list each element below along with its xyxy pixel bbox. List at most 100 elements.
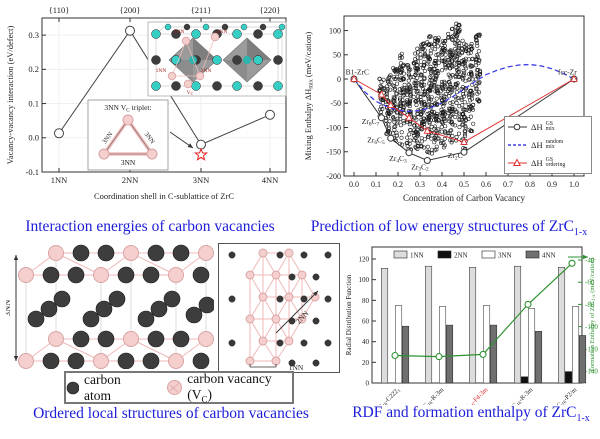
bar-3NN (483, 305, 491, 384)
mixing-legend: ΔH GS mix ΔH random mix ΔH GS ordering (504, 116, 592, 174)
structure-point (415, 134, 420, 139)
ordering-line-icon (508, 158, 527, 166)
structure-point (453, 115, 458, 120)
structure-point (414, 103, 419, 108)
structure-point (380, 86, 385, 91)
structure-point (428, 74, 433, 79)
structure-point (467, 94, 472, 99)
bar-1NN (381, 268, 389, 384)
structure-point (440, 82, 445, 87)
structure-point (400, 68, 405, 73)
carbon-atom (185, 306, 203, 324)
structure-point (423, 51, 428, 56)
carbon-atom (117, 352, 135, 369)
structure-point (422, 69, 427, 74)
structure-point (415, 46, 420, 51)
vacancy-site (284, 336, 294, 346)
structure-point (477, 58, 482, 63)
structure-point (422, 59, 427, 64)
structure-point (415, 50, 420, 55)
vacancy-site (284, 292, 294, 302)
structure-point (381, 86, 386, 91)
inset-4nn-label: 4NN (217, 29, 228, 35)
structure-point (401, 119, 406, 124)
y-tick-label: -0.1 (26, 167, 39, 177)
structure-point (427, 116, 432, 121)
structure-point (436, 91, 441, 96)
structure-point (425, 116, 430, 121)
bar-4NN (446, 324, 454, 384)
vacancy-site (146, 148, 158, 160)
structure-point (455, 56, 460, 61)
structure-point (475, 43, 480, 48)
enthalpy-point (524, 300, 532, 308)
y-tick-label: 100 (359, 276, 370, 284)
structure-point (401, 121, 406, 126)
zirconium-atom (191, 81, 201, 91)
carbon-atom (259, 23, 267, 31)
vacancy-site (271, 314, 281, 324)
structure-point (434, 147, 439, 152)
structure-point (461, 57, 466, 62)
bar-1NN (558, 267, 566, 384)
structure-point (387, 82, 392, 87)
carbon-atom (276, 295, 284, 303)
arrowhead (583, 254, 588, 260)
y-tick-label: 50 (333, 51, 341, 60)
structure-point (470, 92, 475, 97)
structure-point (421, 116, 426, 121)
structure-point (420, 79, 425, 84)
zirconium-atom (151, 29, 161, 39)
legend-swatch-2NN (437, 250, 452, 259)
phase-label: fcc-Zr (558, 68, 577, 77)
structure-point (455, 86, 460, 91)
structure-point (415, 55, 420, 60)
structure-point (454, 101, 459, 106)
caption-rdf: RDF and formation enthalpy of ZrC1-x (342, 404, 600, 424)
structure-point (446, 31, 451, 36)
enthalpy-point (391, 351, 399, 360)
vacancy-site (122, 114, 134, 126)
bar-4NN (490, 324, 498, 384)
structure-point (426, 94, 431, 99)
y-tick-label: 0.1 (28, 98, 39, 108)
octahedron-facet (169, 60, 193, 82)
structure-point (470, 96, 475, 101)
legend-item-gs: ΔH GS mix (507, 121, 589, 132)
structure-point (392, 127, 397, 132)
structure-point (471, 121, 476, 126)
legend-label: 3NN (498, 252, 512, 260)
vacancy-site (210, 32, 220, 42)
top-axis-label: {220} (260, 5, 281, 15)
carbon-atom (228, 339, 236, 347)
structure-point (411, 94, 416, 99)
legend-carbon-atom: carbon atom (66, 372, 146, 404)
bar-2NN (565, 371, 573, 384)
structure-point (387, 74, 392, 79)
structure-point (400, 101, 405, 106)
x-tick-label: 0.2 (393, 180, 403, 189)
structure-point (412, 123, 417, 128)
y-tick-label: 120 (359, 256, 370, 264)
structure-point (391, 95, 396, 100)
gs-line-icon (508, 123, 527, 131)
octahedron-facet (223, 60, 247, 82)
structure-point (414, 89, 419, 94)
structure-point (454, 42, 459, 47)
structure-point (416, 89, 421, 94)
structure-point (425, 61, 430, 66)
bar-3NN (395, 305, 403, 384)
structure-point (462, 134, 467, 139)
vacancy-site (245, 356, 255, 366)
structure-point (401, 76, 406, 81)
structure-point (425, 144, 430, 149)
structure-point (460, 77, 465, 82)
phase-label: B1-ZrC (346, 68, 369, 77)
structure-point (427, 42, 432, 47)
caption-prediction-text: Prediction of low energy structures of Z… (310, 218, 574, 235)
structure-point (474, 77, 479, 82)
structure-point (453, 107, 458, 112)
structure-point (443, 84, 448, 89)
structure-point (439, 107, 444, 112)
vacancy-site (198, 331, 214, 347)
